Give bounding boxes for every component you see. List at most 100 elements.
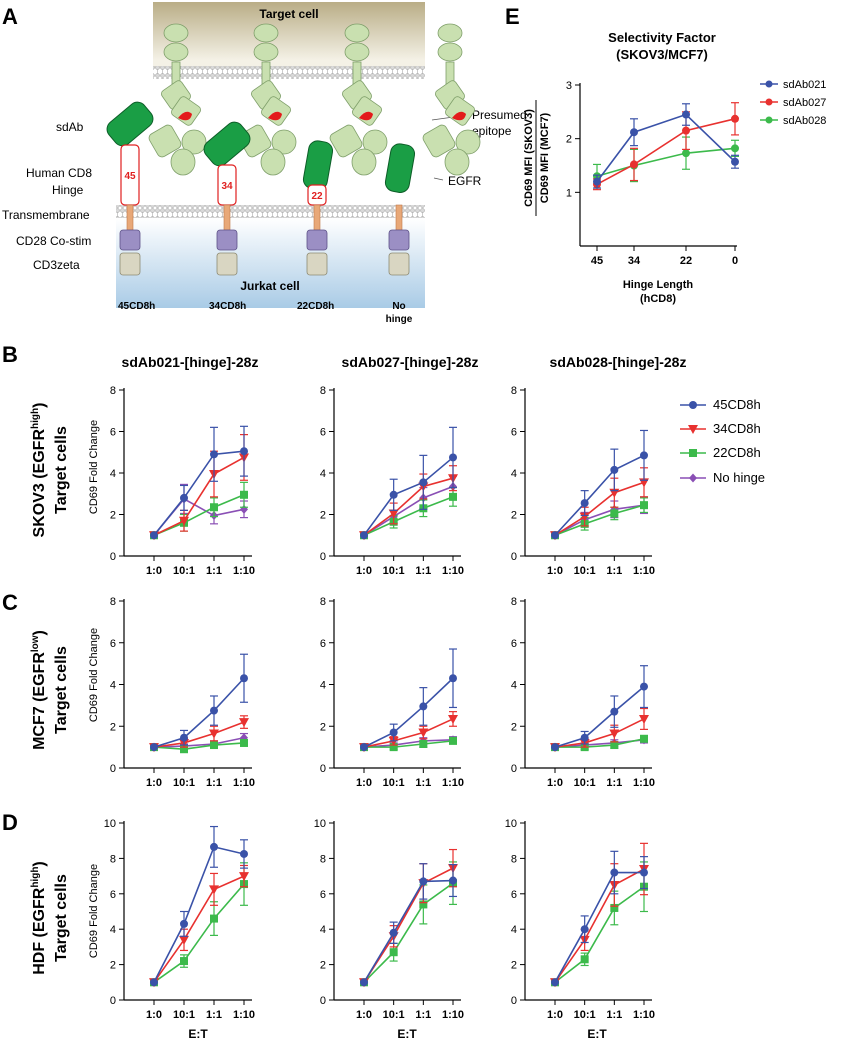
x-tick-label: 1:0 — [547, 777, 563, 789]
y-tick-label: 2 — [110, 721, 116, 733]
car-construct — [384, 143, 416, 276]
data-point — [360, 743, 368, 752]
series-line — [363, 739, 454, 748]
y-tick-label: 1 — [566, 187, 572, 199]
cd28-domain — [306, 229, 328, 251]
series-line — [363, 677, 454, 748]
series-34cd8h — [149, 864, 249, 988]
x-tick-label: 0 — [732, 255, 738, 267]
series-line — [596, 118, 736, 185]
series-45cd8h — [150, 825, 248, 987]
x-tick-label: 22 — [680, 255, 692, 267]
x-tick-label: 1:10 — [233, 777, 255, 789]
data-point — [449, 736, 457, 745]
series-line — [555, 737, 645, 748]
transmembrane-segment — [313, 204, 321, 231]
x-tick-label: 10:1 — [383, 565, 405, 577]
egfr-receptors — [148, 23, 481, 176]
series-line — [363, 879, 454, 983]
y-tick-label: 8 — [320, 596, 326, 608]
series-sdab021 — [593, 103, 739, 189]
data-point — [179, 516, 189, 526]
data-point — [551, 743, 559, 752]
egfr-domain — [455, 129, 481, 155]
data-point — [239, 872, 249, 882]
x-tick-label: 1:0 — [146, 777, 162, 789]
y-tick-label: 4 — [511, 680, 517, 692]
data-point — [180, 919, 188, 928]
series-line — [363, 485, 454, 536]
data-point — [150, 978, 158, 987]
jurkat-membrane — [116, 205, 425, 218]
cd3zeta-domain — [119, 252, 141, 276]
x-tick-label: 10:1 — [173, 1009, 195, 1021]
ylabel-row-d: CD69 Fold Change — [88, 864, 100, 958]
data-point — [449, 876, 457, 885]
data-point — [580, 733, 589, 742]
y-tick-label: 6 — [511, 889, 517, 901]
series-line — [596, 113, 736, 183]
construct-34cd8h: 34CD8h — [209, 301, 246, 312]
car-construct: 45 — [106, 101, 154, 276]
data-point — [360, 531, 368, 540]
egfr-domain — [260, 148, 286, 176]
x-tick-label: 1:1 — [415, 777, 431, 789]
row-label-c: MCF7 (EGFRlow) Target cells — [30, 630, 70, 750]
x-tick-label: 1:1 — [206, 1009, 222, 1021]
x-tick-label: 1:1 — [415, 565, 431, 577]
legend-sdab021-marker — [765, 80, 773, 88]
data-point — [593, 177, 601, 186]
data-point — [240, 447, 248, 456]
y-tick-label: 6 — [110, 427, 116, 439]
panel-letter-b: B — [2, 342, 18, 367]
row-label-d-target: Target cells — [53, 874, 70, 962]
data-point — [210, 503, 218, 512]
egfr-domain — [253, 23, 279, 43]
data-point — [551, 978, 559, 987]
hinge-length-label: 45 — [124, 171, 136, 182]
series-line — [554, 481, 645, 536]
target-cell-label: Target cell — [259, 7, 318, 21]
data-point — [419, 877, 428, 886]
label-epitope: epitope — [472, 124, 512, 138]
egfr-domain — [437, 23, 463, 43]
egfr-domain — [422, 124, 456, 158]
data-point — [210, 706, 218, 715]
cd28-domain — [388, 229, 410, 251]
series-line — [554, 454, 645, 536]
row-label-d-main: HDF (EGFR — [31, 887, 48, 975]
data-point — [210, 842, 218, 851]
label-egfr: EGFR — [448, 174, 482, 188]
data-point — [360, 978, 368, 987]
row-label-c-main: MCF7 (EGFR — [31, 652, 48, 750]
y-tick-label: 8 — [511, 596, 517, 608]
data-point — [630, 160, 638, 169]
data-point — [240, 849, 248, 858]
data-point — [419, 900, 428, 909]
y-tick-label: 4 — [320, 468, 326, 480]
data-point — [418, 728, 429, 738]
series-line — [363, 477, 454, 536]
target-cell-region — [153, 2, 425, 60]
egfr-domain — [181, 129, 207, 155]
y-tick-label: 0 — [511, 763, 517, 775]
car-construct: 34 — [203, 121, 251, 276]
hinge-length-label: 34 — [221, 181, 233, 192]
data-point — [610, 868, 619, 877]
x-tick-label: 1:1 — [606, 777, 622, 789]
series-line — [153, 845, 245, 983]
y-tick-label: 4 — [110, 468, 116, 480]
data-point — [209, 885, 219, 895]
chart-c3: 0 2 4 6 8 1:0 10:1 1:1 1:10 — [511, 596, 655, 789]
legend-sdab021: sdAb021 — [783, 79, 826, 91]
data-point — [640, 868, 648, 877]
data-point — [610, 741, 619, 750]
data-point — [640, 682, 648, 691]
cd3zeta-domain — [388, 252, 410, 276]
sdab-domain — [106, 101, 154, 147]
x-tick-label: 1:1 — [206, 777, 222, 789]
column-title-sdab021: sdAb021-[hinge]-28z — [122, 354, 259, 370]
data-point — [610, 509, 619, 518]
sdab-domain — [203, 121, 251, 167]
series-line — [153, 494, 245, 536]
